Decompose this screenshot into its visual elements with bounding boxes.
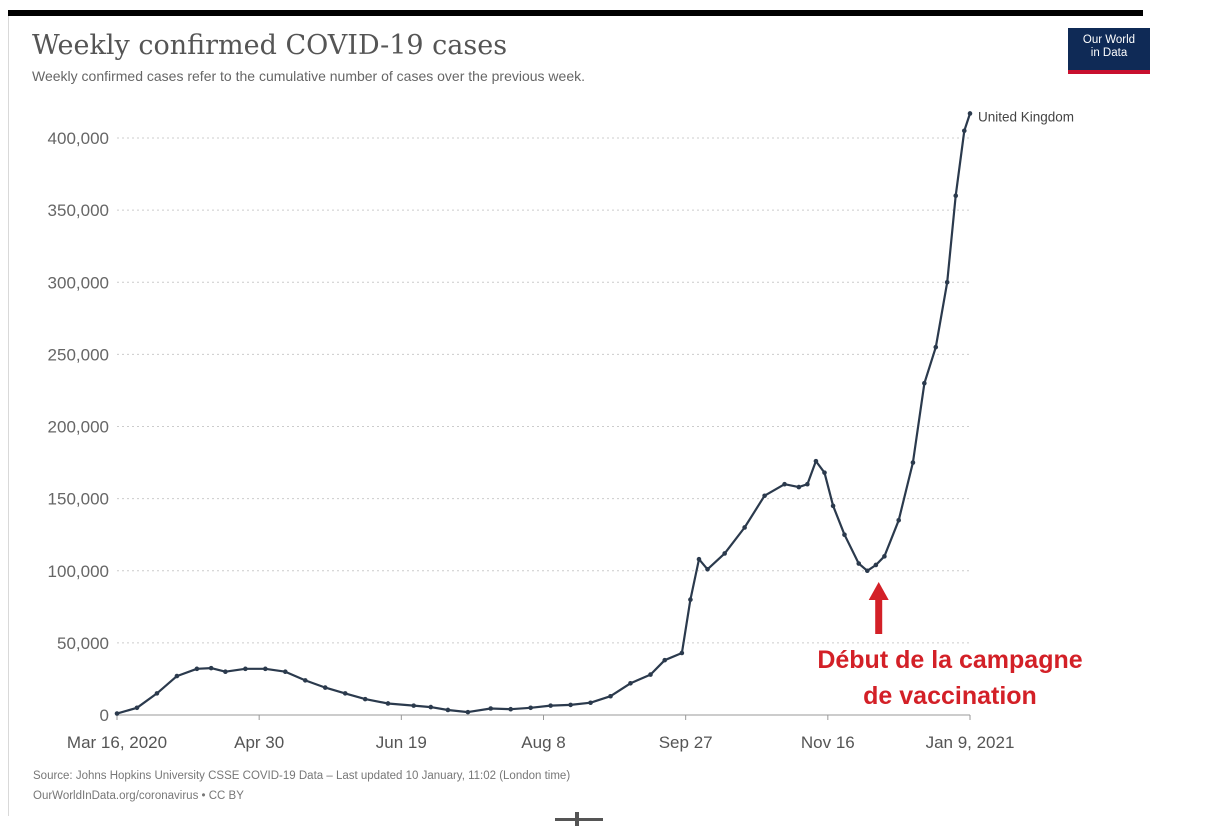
data-point (705, 567, 710, 572)
data-point (508, 706, 513, 712)
y-tick-label: 100,000 (48, 562, 109, 581)
data-point (488, 706, 494, 711)
source-link[interactable]: OurWorldInData.org/coronavirus • CC BY (33, 790, 244, 802)
data-point (782, 481, 787, 487)
data-point (445, 707, 451, 713)
data-point (842, 532, 847, 537)
x-tick-label: Jan 9, 2021 (926, 733, 1015, 752)
chart-subtitle: Weekly confirmed cases refer to the cumu… (32, 68, 585, 84)
y-tick-label: 350,000 (48, 201, 109, 220)
data-point (961, 128, 967, 134)
x-tick-label: Mar 16, 2020 (67, 733, 167, 752)
data-point (679, 650, 685, 656)
y-tick-label: 200,000 (48, 418, 109, 437)
data-point (742, 525, 747, 530)
annotation-arrow-shaft (875, 598, 883, 634)
data-point (805, 481, 810, 487)
data-point (223, 669, 228, 675)
data-point (588, 700, 593, 706)
owid-logo[interactable]: Our World in Data (1068, 28, 1150, 74)
data-point (864, 568, 870, 574)
data-point (896, 517, 901, 523)
data-point (548, 703, 553, 708)
data-point (722, 551, 727, 556)
data-point (830, 503, 836, 509)
data-point (134, 705, 140, 711)
x-axis-ticks: Mar 16, 2020 Apr 30 Jun 19 Aug 8 Sep 27 Nov 1… (67, 715, 1015, 752)
data-point (944, 279, 950, 285)
y-tick-label: 400,000 (48, 129, 109, 148)
data-point (873, 562, 879, 568)
logo-line-2: in Data (1090, 47, 1128, 59)
data-point (411, 703, 416, 708)
data-point (362, 696, 368, 702)
y-tick-label: 150,000 (48, 490, 109, 509)
bottom-cut-glyph (555, 812, 603, 826)
data-point (648, 672, 653, 677)
data-point (796, 484, 802, 490)
logo-line-1: Our World (1082, 34, 1136, 46)
data-point (428, 704, 434, 710)
series-layer: United Kingdom (114, 109, 1074, 716)
data-point (967, 111, 973, 116)
data-point (208, 665, 214, 671)
data-point (953, 193, 959, 198)
grid-lines (117, 137, 970, 716)
data-point (696, 556, 702, 562)
data-point (342, 691, 348, 696)
series-label: United Kingdom (978, 109, 1074, 124)
annotation-line-1: Début de la campagne (817, 646, 1083, 674)
data-point (528, 705, 533, 711)
x-tick-label: Jun 19 (376, 733, 427, 752)
data-point (910, 460, 916, 465)
data-point (243, 666, 248, 672)
data-point (174, 673, 180, 679)
data-point (114, 711, 120, 716)
data-point (263, 666, 268, 672)
x-tick-label: Aug 8 (521, 733, 565, 752)
x-tick-label: Sep 27 (659, 733, 713, 752)
data-point (688, 597, 693, 602)
data-point (283, 669, 288, 675)
data-point (465, 709, 471, 715)
data-point (568, 702, 573, 708)
y-tick-label: 50,000 (57, 634, 109, 653)
data-point (385, 701, 391, 706)
x-tick-label: Apr 30 (234, 733, 284, 752)
data-point (322, 685, 328, 690)
y-tick-label: 0 (100, 706, 109, 725)
annotation-text: Début de la campagne de vaccination (760, 642, 1140, 714)
y-axis-ticks: 0 50,000 100,000 150,000 200,000 250,000 300,0… (48, 129, 109, 725)
left-edge-line (8, 16, 9, 816)
data-point (194, 666, 200, 672)
data-point (302, 678, 308, 683)
annotation-line-2: de vaccination (863, 682, 1037, 710)
data-point (662, 657, 668, 663)
data-point (882, 554, 887, 559)
top-black-bar (8, 10, 1143, 16)
y-tick-label: 250,000 (48, 345, 109, 364)
source-text: Source: Johns Hopkins University CSSE CO… (33, 770, 571, 782)
annotation-arrow-head (868, 582, 889, 600)
series-line (116, 113, 972, 715)
x-tick-label: Nov 16 (801, 733, 855, 752)
data-point (608, 693, 613, 699)
data-point (154, 691, 160, 696)
data-point (628, 680, 633, 686)
annotation-arrow-layer (868, 582, 889, 634)
data-point (922, 380, 927, 386)
data-point (933, 344, 939, 350)
data-point (856, 561, 862, 566)
data-point (762, 493, 767, 499)
data-point (822, 470, 827, 475)
chart-title: Weekly confirmed COVID-19 cases (32, 30, 508, 61)
y-tick-label: 300,000 (48, 273, 109, 292)
data-point (813, 458, 819, 464)
